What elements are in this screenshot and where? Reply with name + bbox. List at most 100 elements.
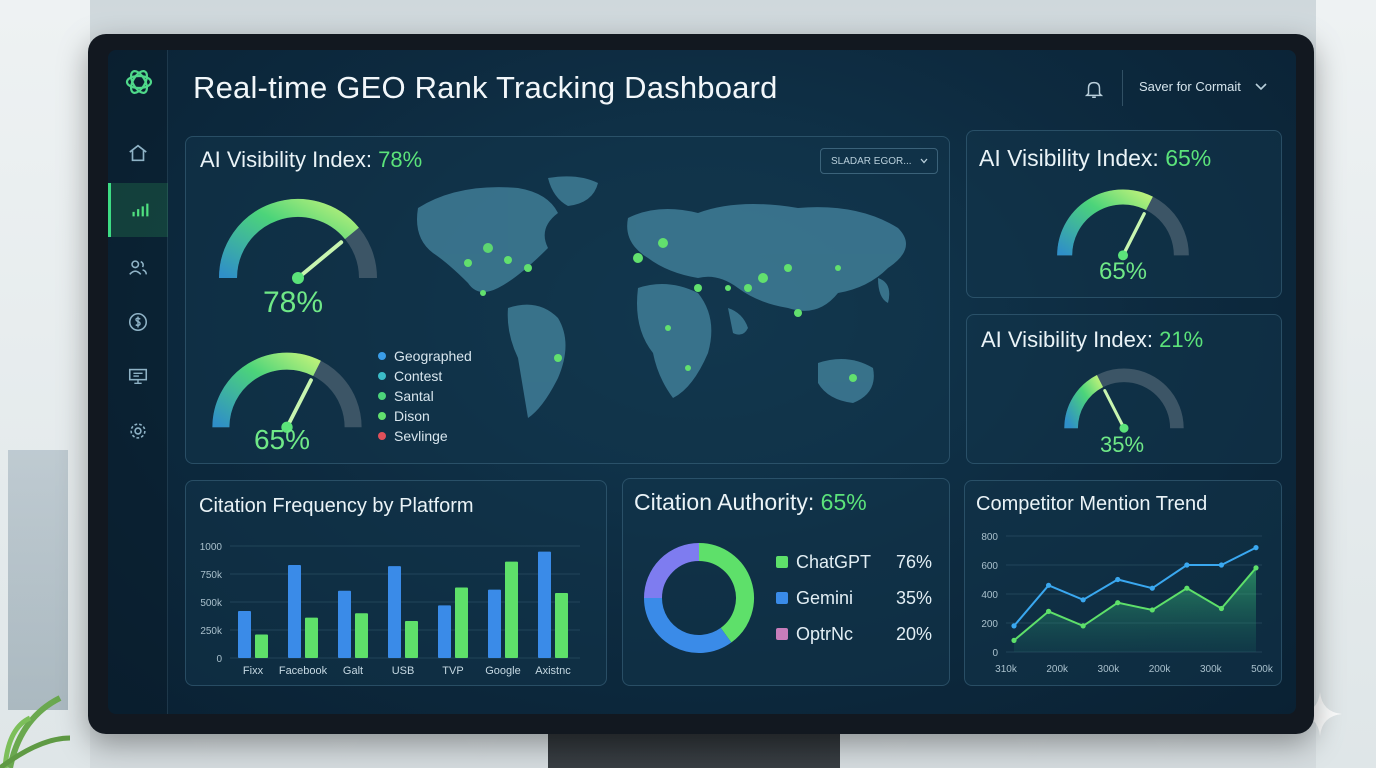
legend-item: Geographed [378, 348, 472, 364]
x-tick-label: 310k [995, 664, 1018, 675]
legend-item: Dison [378, 408, 430, 424]
panel-title: AI Visibility Index: 21% [981, 327, 1203, 353]
sidebar-item-settings[interactable] [108, 404, 168, 458]
data-point [1184, 585, 1190, 591]
world-map [417, 176, 906, 418]
bar [455, 587, 468, 658]
data-point [1149, 607, 1155, 613]
visibility-gauge-top [219, 199, 377, 284]
sidebar-item-billing[interactable] [108, 295, 168, 349]
panel-title: Citation Frequency by Platform [199, 495, 474, 517]
x-tick-label: 300k [1200, 664, 1223, 675]
title-value: 65% [1165, 145, 1212, 171]
bar [488, 589, 501, 658]
background-window-right [1316, 0, 1376, 768]
sidebar-item-home[interactable] [108, 126, 168, 180]
panel-title: AI Visibility Index: 78% [200, 147, 422, 173]
donut-slice [644, 597, 732, 653]
dollar-icon [128, 312, 148, 332]
gauge-fill [1057, 189, 1153, 256]
bar [338, 590, 351, 658]
legend-dot [378, 432, 386, 440]
gauge-bottom-value: 65% [253, 424, 311, 455]
bar [505, 561, 518, 658]
account-selector[interactable]: Saver for Cormait [1139, 79, 1241, 94]
donut-slice [644, 543, 700, 599]
plant-decoration [0, 695, 71, 768]
gauge-fill [219, 199, 359, 279]
series-line [1013, 546, 1257, 627]
legend-value: 20% [896, 624, 933, 644]
data-point [1011, 637, 1017, 643]
data-point [1218, 605, 1225, 612]
data-point [1253, 565, 1259, 571]
gear-icon [130, 423, 146, 439]
legend-label: Dison [394, 408, 430, 424]
sparkle-icon [1298, 692, 1342, 736]
region-dropdown-label: SLADAR EGOR... [831, 156, 912, 167]
title-value: 21% [1159, 327, 1204, 352]
page-title: Real-time GEO Rank Tracking Dashboard [193, 70, 778, 105]
legend-dot [378, 372, 386, 380]
y-tick-label: 400 [981, 590, 998, 601]
background-building [8, 450, 68, 710]
data-point [1045, 582, 1052, 588]
bell-icon[interactable] [1083, 78, 1105, 100]
sidebar-item-analytics[interactable] [108, 183, 168, 237]
gauge-needle [296, 240, 344, 280]
x-tick-label: Google [485, 665, 520, 677]
gauge-needle [1103, 389, 1126, 430]
gauge-fill [212, 352, 321, 428]
legend-value: 76% [896, 552, 933, 572]
title-label: AI Visibility Index: [981, 327, 1154, 352]
data-point [1045, 608, 1052, 614]
legend-swatch [776, 628, 788, 640]
gauge-hub [1119, 423, 1129, 433]
bar [288, 565, 301, 658]
openai-logo-icon [125, 70, 153, 94]
title-value: 65% [820, 489, 867, 515]
bar [555, 593, 568, 658]
title-label: AI Visibility Index: [979, 145, 1159, 171]
dashboard-screen: Real-time GEO Rank Tracking Dashboard Sa… [108, 50, 1296, 714]
bar [438, 605, 451, 658]
presentation-icon [128, 368, 148, 385]
gauge-hub [281, 421, 293, 433]
y-tick-label: 800 [981, 532, 998, 543]
title-value: 78% [378, 147, 423, 172]
legend-label: Sevlinge [394, 428, 448, 444]
panel-title: Competitor Mention Trend [976, 493, 1208, 515]
visibility-gauge-tertiary [1064, 368, 1184, 433]
header-divider [1122, 70, 1123, 106]
legend-label: Geographed [394, 348, 472, 364]
region-dropdown[interactable]: SLADAR EGOR... [820, 148, 938, 174]
legend-dot [378, 352, 386, 360]
panel-title: AI Visibility Index: 65% [979, 145, 1211, 172]
y-tick-label: 1000 [200, 542, 223, 553]
y-tick-label: 750k [200, 570, 223, 581]
bar [238, 610, 251, 658]
visibility-panel-secondary: AI Visibility Index: 65% [966, 130, 1282, 298]
legend-item: Contest [378, 368, 442, 384]
chevron-down-icon[interactable] [1253, 78, 1269, 94]
bar [405, 621, 418, 658]
y-tick-label: 250k [200, 626, 223, 637]
sidebar-item-reports[interactable] [108, 349, 168, 403]
citation-authority-panel: Citation Authority: 65% [622, 478, 950, 686]
citation-authority-donut [644, 543, 754, 653]
x-tick-label: 200k [1046, 664, 1069, 675]
data-point [1115, 576, 1121, 583]
legend-item: Santal [378, 388, 434, 404]
legend-value: 35% [896, 588, 933, 608]
sidebar-item-users[interactable] [108, 241, 168, 295]
data-point [1080, 623, 1086, 629]
x-tick-label: Axistnc [535, 665, 571, 677]
legend-dot [378, 392, 386, 400]
bar [538, 551, 551, 658]
bar [305, 617, 318, 658]
competitor-trend-chart: 800 600 400 200 0 310k 200k 300k 200k 300k 500k [981, 532, 1274, 675]
y-tick-label: 600 [981, 561, 998, 572]
bar-chart-icon [131, 203, 148, 217]
data-point [1184, 562, 1190, 568]
home-icon [129, 144, 147, 162]
